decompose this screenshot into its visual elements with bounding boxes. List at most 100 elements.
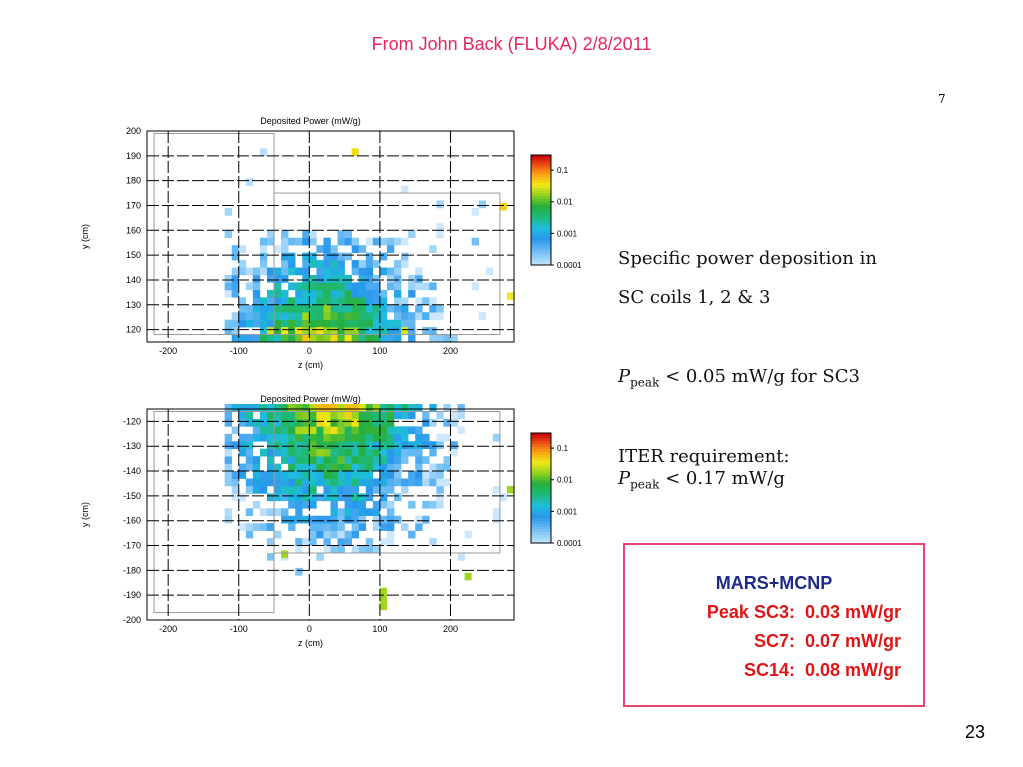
heatmap-cell: [295, 493, 303, 502]
colorbar-band: [531, 435, 551, 439]
iter-peak-subscript: peak: [630, 477, 660, 492]
heatmap-cell: [323, 252, 331, 261]
heatmap-cell: [309, 463, 317, 472]
y-tick-label: -170: [123, 541, 141, 551]
heatmap-cell: [386, 471, 395, 479]
heatmap-cell: [266, 274, 275, 283]
heatmap-cell: [245, 478, 254, 487]
colorbar-band: [531, 471, 551, 475]
heatmap-cell: [323, 426, 331, 435]
heatmap-cell: [372, 319, 381, 328]
heatmap-cell: [386, 426, 395, 435]
heatmap-cell: [372, 463, 381, 472]
heatmap-cell: [365, 441, 374, 450]
heatmap-cell: [302, 230, 310, 239]
heatmap-cell: [401, 297, 409, 306]
colorbar-band: [531, 204, 551, 208]
heatmap-cell: [245, 456, 254, 464]
heatmap-cell: [401, 260, 409, 268]
heatmap-cell: [372, 545, 381, 554]
heatmap-cell: [358, 426, 367, 435]
heatmap-cell: [281, 245, 289, 253]
heatmap-cell: [429, 297, 437, 306]
heatmap-cell: [372, 433, 381, 442]
colorbar-band: [531, 190, 551, 194]
heatmap-cell: [386, 508, 395, 517]
y-tick-label: 140: [126, 275, 141, 285]
heatmap-cell: [365, 289, 374, 298]
heatmap-cell: [344, 538, 352, 546]
heatmap-cell: [245, 530, 254, 539]
heatmap-cell: [231, 282, 240, 291]
heatmap-cell: [351, 508, 360, 517]
heatmap-cell: [351, 433, 360, 442]
heatmap-cell: [266, 538, 275, 546]
y-tick-label: 120: [126, 325, 141, 335]
heatmap-cell: [252, 433, 261, 442]
colorbar-band: [531, 163, 551, 167]
heatmap-cell: [379, 500, 388, 509]
heatmap-cell: [344, 304, 352, 313]
heatmap-cell: [330, 404, 338, 412]
heatmap-cell: [330, 523, 338, 531]
heatmap-cell: [386, 515, 395, 524]
heatmap-cell: [351, 312, 360, 320]
heatmap-cell: [309, 289, 317, 298]
heatmap-cell: [429, 463, 437, 472]
heatmap-cell: [309, 456, 317, 464]
heatmap-cell: [316, 267, 324, 276]
heatmap-cell: [408, 448, 416, 457]
heatmap-cell: [302, 485, 310, 494]
heatmap-cell: [443, 456, 451, 464]
heatmap-cell: [344, 441, 352, 450]
heatmap-cell: [323, 245, 331, 253]
heatmap-cell: [372, 312, 381, 320]
heatmap-cell: [372, 289, 381, 298]
heatmap-cell: [288, 327, 296, 335]
heatmap-cell: [309, 252, 317, 261]
heatmap-cell: [443, 404, 451, 412]
heatmap-cell: [379, 441, 388, 450]
heatmap-cell: [365, 304, 374, 313]
heatmap-cell: [401, 304, 409, 313]
heatmap-cell: [266, 304, 275, 313]
heatmap-cell: [386, 441, 395, 450]
heatmap-cell: [295, 319, 303, 328]
iter-peak-symbol: P: [618, 468, 631, 489]
heatmap-cell: [379, 304, 388, 313]
heatmap-cell: [295, 411, 303, 420]
heatmap-cell: [281, 304, 289, 313]
heatmap-cell: [330, 426, 338, 435]
heatmap-cell: [330, 274, 338, 283]
heatmap-cell: [302, 312, 310, 320]
heatmap-cell: [330, 289, 338, 298]
heatmap-cell: [372, 478, 381, 487]
heatmap-cell: [259, 523, 268, 531]
heatmap-cell: [288, 493, 296, 502]
heatmap-cell: [295, 237, 303, 246]
colorbar-band: [531, 463, 551, 467]
heatmap-cell: [401, 319, 409, 328]
heatmap-cell: [252, 319, 261, 328]
heatmap-cell: [415, 304, 423, 313]
colorbar-tick-label: 0.001: [557, 507, 578, 516]
colorbar-band: [531, 449, 551, 453]
heatmap-cell: [302, 500, 310, 509]
heatmap-cell: [266, 523, 275, 531]
note-iter-peak: Ppeak < 0.17 mW/g: [618, 468, 785, 492]
heatmap-cell: [309, 274, 317, 283]
heatmap-cell: [288, 441, 296, 450]
heatmap-cell: [386, 433, 395, 442]
heatmap-cell: [351, 523, 360, 531]
heatmap-cell: [337, 312, 345, 320]
colorbar-band: [531, 493, 551, 497]
heatmap-hotspot: [281, 327, 289, 335]
plot-frame: [146, 408, 515, 621]
heatmap-cell: [316, 530, 324, 539]
heatmap-cell: [330, 260, 338, 268]
colorbar-band: [531, 438, 551, 442]
heatmap-cell: [429, 334, 437, 343]
heatmap-cell: [259, 433, 268, 442]
heatmap-cell: [330, 456, 338, 464]
heatmap-cell: [288, 252, 296, 261]
